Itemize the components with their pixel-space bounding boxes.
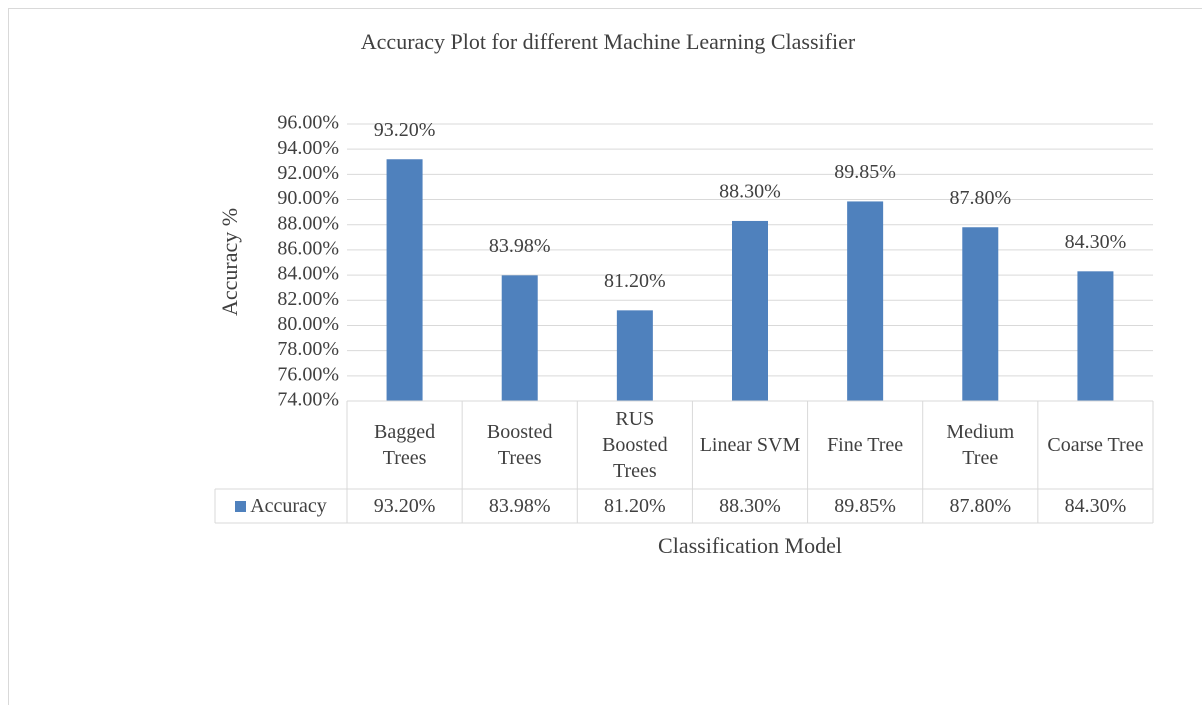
data-label: 88.30% bbox=[719, 181, 781, 203]
y-tick-label: 88.00% bbox=[277, 212, 339, 234]
legend-label: Accuracy bbox=[250, 495, 327, 517]
y-tick-label: 96.00% bbox=[277, 112, 339, 134]
chart-border bbox=[8, 8, 1202, 705]
data-label: 81.20% bbox=[604, 270, 666, 292]
bar bbox=[732, 220, 768, 401]
x-tick-label: Fine Tree bbox=[827, 434, 904, 456]
table-value: 88.30% bbox=[719, 495, 781, 517]
x-tick-label: Bagged Trees bbox=[374, 421, 436, 469]
bar bbox=[962, 227, 999, 401]
data-label: 84.30% bbox=[1065, 231, 1127, 253]
bar bbox=[501, 275, 538, 401]
y-tick-label: 76.00% bbox=[277, 363, 339, 385]
x-tick-label: Boosted Trees bbox=[486, 421, 553, 469]
table-value: 81.20% bbox=[604, 495, 666, 517]
y-tick-label: 78.00% bbox=[277, 338, 339, 360]
table-value: 87.80% bbox=[949, 495, 1012, 517]
bar bbox=[847, 201, 884, 401]
bar bbox=[616, 310, 653, 401]
legend-entry: Accuracy bbox=[215, 489, 347, 523]
table-value: 83.98% bbox=[488, 495, 551, 517]
y-axis-label: Accuracy % bbox=[217, 208, 242, 316]
bar bbox=[1077, 271, 1114, 401]
x-tick-label: Medium Tree bbox=[946, 421, 1015, 469]
y-tick-label: 84.00% bbox=[277, 263, 339, 285]
chart-title: Accuracy Plot for different Machine Lear… bbox=[361, 29, 856, 54]
data-label: 89.85% bbox=[834, 161, 896, 183]
table-value: 89.85% bbox=[834, 495, 896, 517]
y-tick-label: 92.00% bbox=[277, 162, 339, 184]
bar bbox=[386, 159, 423, 401]
x-tick-label: Linear SVM bbox=[699, 434, 801, 456]
x-axis-label: Classification Model bbox=[658, 533, 842, 558]
y-tick-label: 94.00% bbox=[277, 137, 339, 159]
y-tick-label: 82.00% bbox=[277, 288, 339, 310]
data-label: 83.98% bbox=[489, 235, 551, 257]
y-tick-label: 90.00% bbox=[277, 187, 339, 209]
data-label: 87.80% bbox=[949, 187, 1011, 209]
y-tick-label: 86.00% bbox=[277, 238, 339, 260]
table-value: 93.20% bbox=[373, 495, 436, 517]
y-tick-label: 80.00% bbox=[277, 313, 339, 335]
y-tick-label: 74.00% bbox=[277, 389, 339, 411]
x-tick-label: Coarse Tree bbox=[1047, 434, 1144, 456]
table-value: 84.30% bbox=[1064, 495, 1127, 517]
x-tick-label: RUS Boosted Trees bbox=[602, 408, 668, 482]
legend-swatch bbox=[235, 500, 247, 512]
data-label: 93.20% bbox=[374, 119, 436, 141]
